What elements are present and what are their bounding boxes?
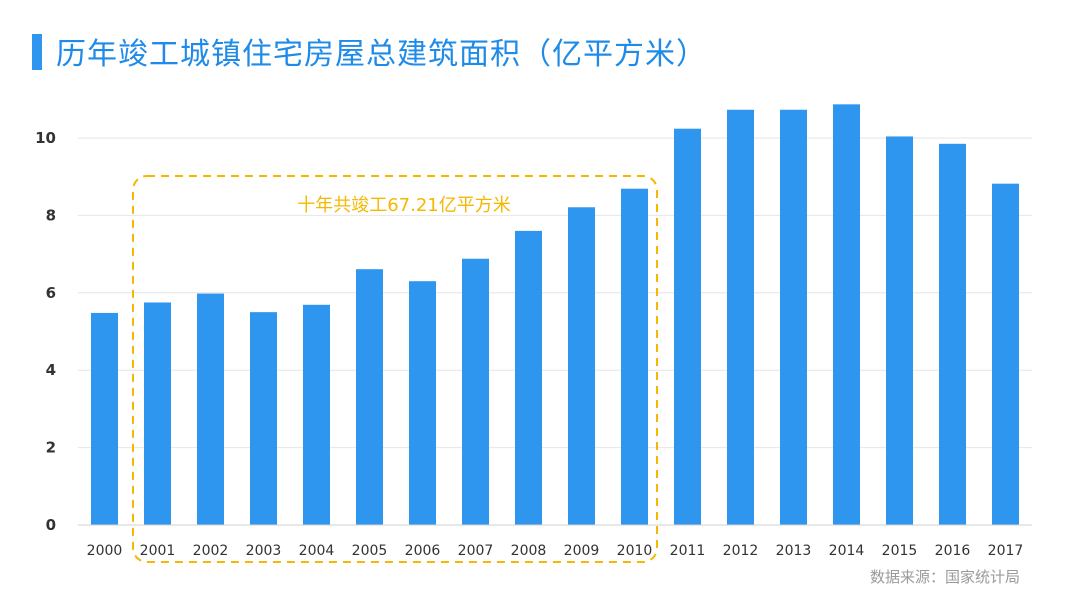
bar xyxy=(939,143,966,525)
x-tick-label: 2015 xyxy=(882,543,918,559)
bar xyxy=(780,109,807,526)
bar xyxy=(886,136,913,525)
x-tick-label: 2006 xyxy=(405,543,441,559)
x-tick-label: 2002 xyxy=(193,543,229,559)
y-tick-label: 6 xyxy=(46,284,56,302)
x-tick-label: 2004 xyxy=(299,543,335,559)
x-tick-label: 2009 xyxy=(564,543,600,559)
x-tick-label: 2008 xyxy=(511,543,547,559)
bar xyxy=(992,183,1019,525)
bar xyxy=(515,230,542,525)
x-tick-label: 2014 xyxy=(829,543,865,559)
bar xyxy=(144,302,171,525)
bar xyxy=(409,281,436,525)
bar xyxy=(356,269,383,525)
x-tick-label: 2003 xyxy=(246,543,282,559)
bar xyxy=(621,188,648,525)
x-tick-label: 2013 xyxy=(776,543,812,559)
x-tick-label: 2011 xyxy=(670,543,706,559)
bar xyxy=(568,207,595,525)
bar xyxy=(250,312,277,525)
x-tick-label: 2017 xyxy=(988,543,1024,559)
x-tick-label: 2012 xyxy=(723,543,759,559)
bar xyxy=(727,109,754,526)
bar xyxy=(303,304,330,525)
bar xyxy=(91,312,118,525)
y-tick-label: 10 xyxy=(35,129,56,147)
x-tick-label: 2000 xyxy=(87,543,123,559)
annotation-label: 十年共竣工67.21亿平方米 xyxy=(297,195,511,216)
x-tick-label: 2010 xyxy=(617,543,653,559)
y-tick-label: 2 xyxy=(46,439,56,457)
bar xyxy=(674,128,701,525)
bar xyxy=(833,104,860,526)
title-accent-bar xyxy=(32,34,42,70)
y-tick-label: 4 xyxy=(46,361,56,379)
y-tick-label: 8 xyxy=(46,206,56,224)
x-tick-label: 2005 xyxy=(352,543,388,559)
x-tick-label: 2001 xyxy=(140,543,176,559)
y-tick-label: 0 xyxy=(46,516,56,534)
chart-title: 历年竣工城镇住宅房屋总建筑面积（亿平方米） xyxy=(56,37,707,72)
x-tick-label: 2007 xyxy=(458,543,494,559)
x-tick-label: 2016 xyxy=(935,543,971,559)
data-source-note: 数据来源：国家统计局 xyxy=(869,568,1020,586)
bar xyxy=(462,258,489,525)
bar xyxy=(197,293,224,525)
